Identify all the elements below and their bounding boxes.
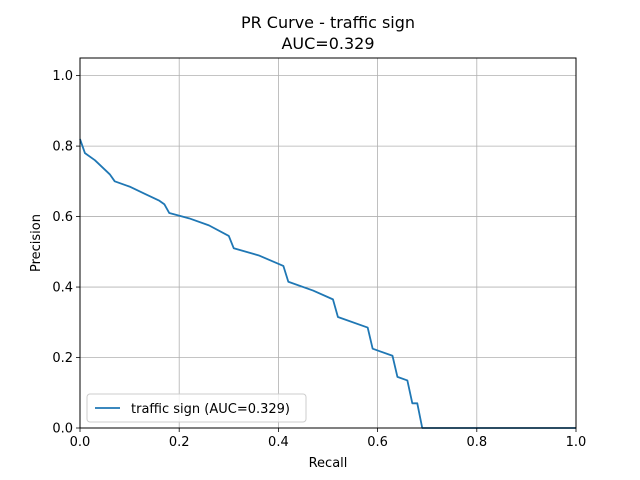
- y-tick-label: 0.6: [52, 210, 73, 225]
- chart-subtitle: AUC=0.329: [281, 34, 374, 53]
- plot-area: [80, 58, 576, 428]
- x-axis-label: Recall: [309, 456, 348, 471]
- x-tick-label: 0.2: [169, 435, 190, 450]
- x-tick-label: 0.4: [268, 435, 289, 450]
- x-tick-label: 1.0: [566, 435, 587, 450]
- y-tick-label: 0.4: [52, 281, 73, 296]
- chart-title: PR Curve - traffic sign: [241, 13, 415, 32]
- y-tick-label: 0.0: [52, 422, 73, 437]
- y-axis-label: Precision: [29, 214, 44, 272]
- y-tick-label: 0.2: [52, 351, 73, 366]
- x-tick-label: 0.6: [367, 435, 388, 450]
- x-tick-label: 0.0: [70, 435, 91, 450]
- y-tick-label: 0.8: [52, 140, 73, 155]
- y-axis-ticks: 0.0 0.2 0.4 0.6 0.8 1.0: [52, 69, 80, 437]
- legend-box: [86, 393, 307, 423]
- series-line-traffic-sign: [79, 138, 576, 429]
- legend-label: traffic sign (AUC=0.329): [131, 402, 290, 417]
- plot-frame: [79, 57, 577, 429]
- series-layer: [79, 138, 576, 429]
- grid-lines: [79, 58, 577, 429]
- x-axis-ticks: 0.0 0.2 0.4 0.6 0.8 1.0: [70, 428, 587, 450]
- legend: traffic sign (AUC=0.329): [86, 393, 307, 423]
- y-tick-label: 1.0: [52, 69, 73, 84]
- x-tick-label: 0.8: [466, 435, 487, 450]
